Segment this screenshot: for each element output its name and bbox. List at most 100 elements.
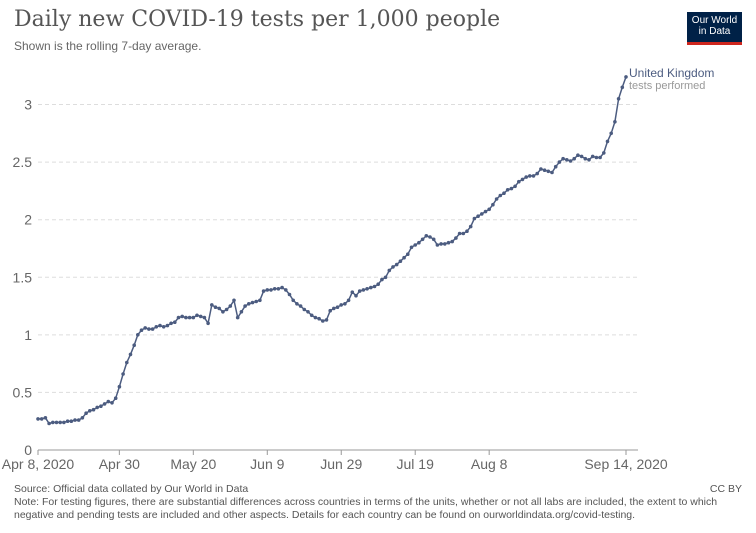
data-point xyxy=(113,396,118,401)
data-point xyxy=(335,305,340,310)
data-point xyxy=(206,321,210,326)
data-point xyxy=(424,234,429,238)
owid-logo[interactable]: Our World in Data xyxy=(687,12,742,45)
data-point xyxy=(210,303,214,307)
license-link[interactable]: CC BY xyxy=(709,483,742,495)
data-point xyxy=(613,120,617,124)
data-point xyxy=(376,282,381,287)
data-point xyxy=(354,293,358,298)
data-point xyxy=(302,307,307,312)
logo-line-2: in Data xyxy=(698,26,731,37)
data-point xyxy=(546,169,551,174)
data-point xyxy=(143,326,147,330)
data-point xyxy=(357,289,362,293)
data-point xyxy=(394,262,399,267)
data-point xyxy=(317,316,321,321)
data-point xyxy=(150,327,155,331)
data-point xyxy=(398,259,403,264)
data-point xyxy=(579,154,584,159)
data-point xyxy=(561,156,565,161)
data-point xyxy=(147,327,151,331)
data-point xyxy=(572,156,576,161)
data-point xyxy=(224,307,229,312)
data-point xyxy=(468,224,473,229)
data-point xyxy=(583,156,588,161)
data-point xyxy=(568,159,573,163)
data-point xyxy=(51,420,55,425)
y-tick-label: 2.5 xyxy=(13,154,33,170)
data-point xyxy=(284,288,288,292)
y-tick-label: 2 xyxy=(24,212,32,228)
data-point xyxy=(620,85,625,90)
data-point xyxy=(180,314,184,319)
data-point xyxy=(272,287,277,291)
data-point xyxy=(195,313,199,318)
data-point xyxy=(250,300,255,305)
data-point xyxy=(587,158,591,162)
data-point xyxy=(624,75,628,79)
data-point xyxy=(47,421,51,426)
source-text: Source: Official data collated by Our Wo… xyxy=(14,483,249,495)
data-point xyxy=(409,245,414,250)
data-point xyxy=(213,305,218,310)
data-point xyxy=(565,158,569,162)
data-point xyxy=(125,360,129,365)
data-point xyxy=(491,202,495,207)
data-point xyxy=(43,416,48,420)
data-point xyxy=(457,231,462,236)
data-point xyxy=(221,310,225,314)
data-point xyxy=(531,174,536,178)
data-point xyxy=(191,315,196,320)
data-point xyxy=(158,323,162,328)
data-point xyxy=(346,298,351,303)
data-point xyxy=(590,154,595,159)
data-point xyxy=(494,197,499,201)
data-point xyxy=(202,315,207,320)
data-point xyxy=(413,243,418,247)
y-tick-label: 1 xyxy=(24,327,32,343)
data-point xyxy=(139,328,144,333)
data-point xyxy=(117,384,122,389)
data-point xyxy=(95,405,99,410)
data-point xyxy=(616,97,621,101)
data-point xyxy=(369,285,373,290)
data-point xyxy=(513,184,517,189)
data-point xyxy=(169,321,173,326)
data-point xyxy=(58,420,62,425)
data-point xyxy=(80,416,85,420)
note-text: Note: For testing figures, there are sub… xyxy=(14,496,718,521)
data-point xyxy=(291,298,296,303)
data-point xyxy=(247,302,251,306)
data-point xyxy=(480,212,484,216)
data-point xyxy=(62,420,66,425)
data-point xyxy=(88,409,92,413)
data-point xyxy=(91,407,96,412)
data-point xyxy=(443,242,447,246)
data-point xyxy=(328,308,333,313)
data-point xyxy=(102,402,107,406)
data-point xyxy=(524,175,528,179)
data-point xyxy=(165,323,170,328)
data-point xyxy=(602,151,606,155)
data-point xyxy=(609,131,613,136)
data-point xyxy=(254,299,258,304)
data-point xyxy=(598,155,602,160)
data-point xyxy=(187,315,192,320)
data-point xyxy=(542,168,547,172)
data-point xyxy=(54,420,59,425)
data-point xyxy=(435,243,440,247)
data-point xyxy=(454,236,458,240)
data-point xyxy=(313,315,318,320)
y-tick-label: 0.5 xyxy=(13,384,33,400)
data-point xyxy=(324,318,329,322)
data-point xyxy=(243,304,247,308)
data-point xyxy=(439,242,443,246)
logo-line-1: Our World xyxy=(691,15,738,26)
data-point xyxy=(472,216,477,221)
data-point xyxy=(228,304,233,308)
y-tick-label: 0 xyxy=(24,442,32,458)
data-point xyxy=(258,298,262,303)
data-point xyxy=(350,290,355,295)
data-point xyxy=(76,418,81,422)
